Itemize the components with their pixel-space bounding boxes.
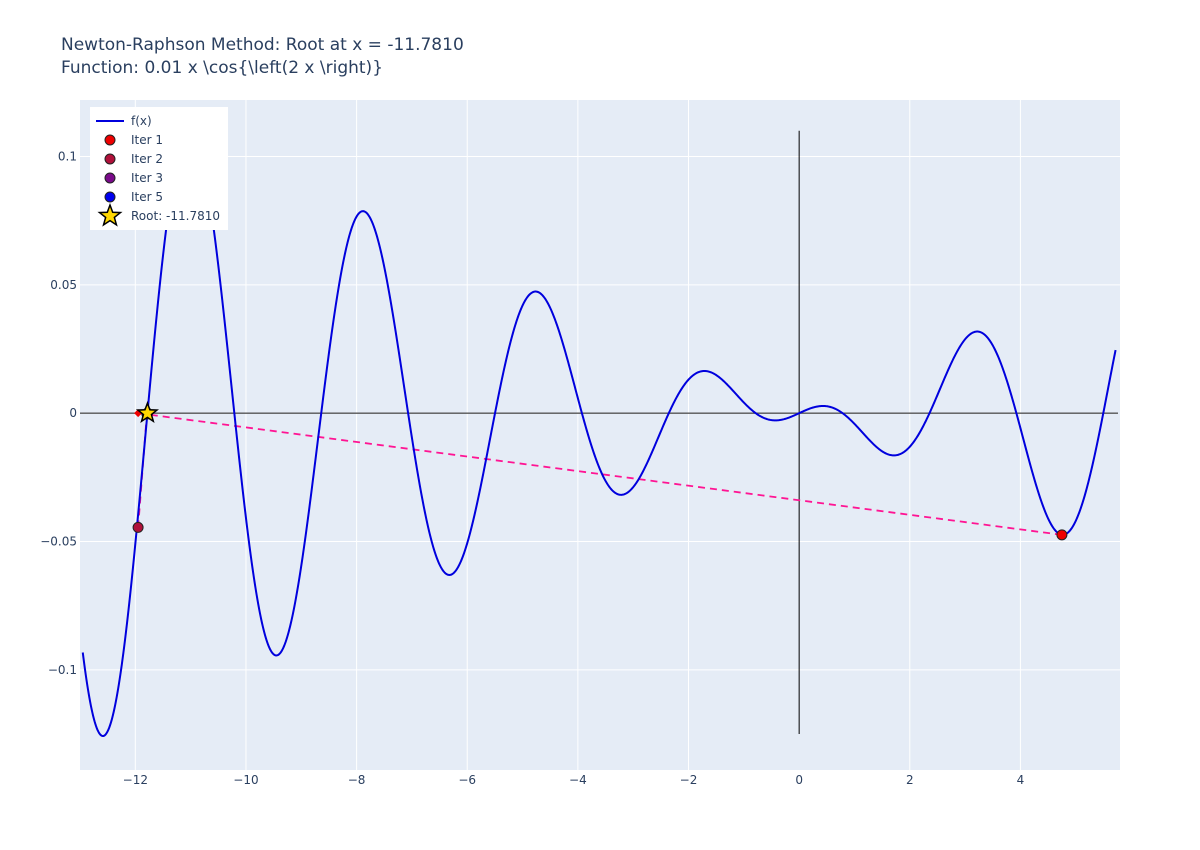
x-tick-label: 2 [906, 773, 914, 787]
x-tick-label: −2 [680, 773, 698, 787]
chart-subtitle: Function: 0.01 x \cos{\left(2 x \right)} [61, 58, 383, 78]
tick-labels: −12 −10 −8 −6 −4 −2 0 2 4 −0.1 −0.05 0 0.05 0.1 [40, 149, 1024, 787]
legend-label: Iter 2 [131, 152, 163, 166]
legend-swatch-iteration [104, 153, 116, 165]
x-tick-label: −8 [348, 773, 366, 787]
y-tick-label: 0.05 [50, 278, 77, 292]
root-star-marker [135, 401, 159, 424]
x-tick-label: −10 [233, 773, 258, 787]
f-x-line [81, 129, 1117, 738]
legend-box [90, 107, 228, 230]
grid [80, 100, 1120, 770]
legend-label: Root: -11.7810 [131, 209, 220, 223]
y-tick-label: −0.1 [48, 663, 77, 677]
legend-label: f(x) [131, 114, 152, 128]
function-curve [81, 129, 1117, 738]
x-tick-label: −12 [123, 773, 148, 787]
axis-lines [80, 130, 1118, 735]
chart-title: Newton-Raphson Method: Root at x = -11.7… [61, 35, 464, 55]
plot-area [80, 100, 1120, 770]
y-tick-label: 0.1 [58, 149, 77, 163]
y-tick-label: 0 [69, 406, 77, 420]
y-tick-label: −0.05 [40, 535, 77, 549]
legend-swatch-iteration [104, 134, 116, 146]
legend-swatch-iteration [104, 172, 116, 184]
legend-swatch-iteration [104, 191, 116, 203]
legend-label: Iter 3 [131, 171, 163, 185]
iteration-marker [132, 521, 144, 533]
x-tick-label: −4 [569, 773, 587, 787]
x-tick-label: 0 [795, 773, 803, 787]
iteration-marker [1056, 529, 1068, 541]
x-tick-label: 4 [1017, 773, 1025, 787]
legend-label: Iter 5 [131, 190, 163, 204]
legend-swatch-root [97, 202, 123, 227]
legend-label: Iter 1 [131, 133, 163, 147]
legend: f(x) Iter 1 Iter 2 Iter 3 Iter 5 Root: -11.78… [90, 107, 228, 230]
iteration-points [132, 401, 1068, 541]
x-tick-label: −6 [458, 773, 476, 787]
